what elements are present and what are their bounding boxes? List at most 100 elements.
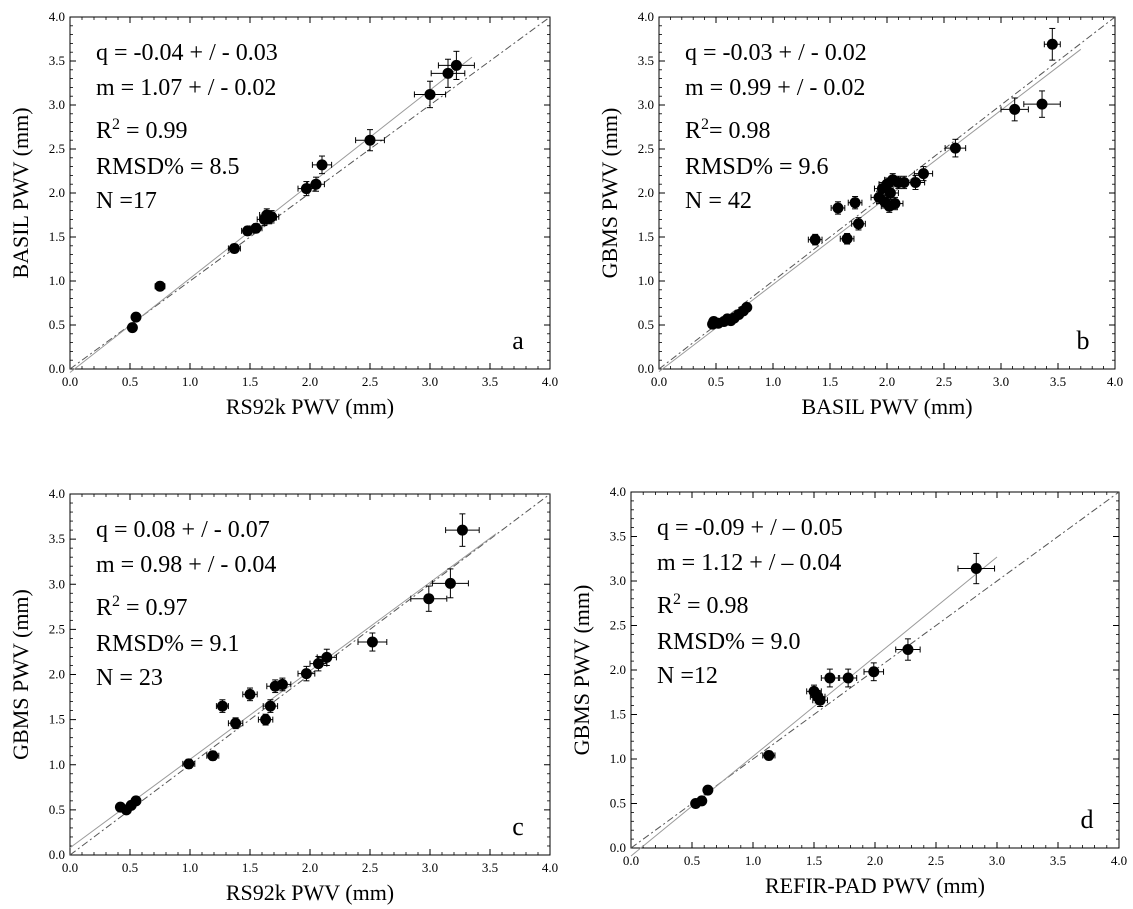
panel-d: 0.00.0 0.5 0.5 1.0 1.0 1.5 1.5 2.0 2.0 2.5 2.5 3.0 3… [569, 484, 1127, 898]
x-tick-label: 1.0 [745, 853, 761, 868]
data-point [702, 784, 714, 796]
stat-r2-superscript: 2 [673, 591, 681, 608]
data-marker [1009, 103, 1021, 115]
data-point [430, 58, 466, 88]
x-axis-label: REFIR-PAD PWV (mm) [765, 873, 985, 898]
y-tick-label: 0.5 [49, 317, 65, 332]
data-marker [450, 59, 462, 71]
data-point [154, 280, 166, 292]
y-tick-label: 0.0 [49, 361, 65, 376]
data-marker [216, 700, 228, 712]
x-tick-label: 2.5 [928, 853, 944, 868]
data-marker [183, 758, 195, 770]
stat-r2: R2 = 0.97 [96, 593, 188, 621]
y-tick-label: 2.5 [49, 621, 65, 636]
x-tick-label: 1.0 [765, 374, 781, 389]
x-tick-label: 0.5 [708, 374, 724, 389]
y-tick-label: 0.5 [638, 317, 654, 332]
y-tick-label: 3.5 [610, 529, 626, 544]
data-marker [1046, 38, 1058, 50]
y-tick-label: 3.0 [49, 97, 65, 112]
x-axis-label: RS92k PWV (mm) [226, 394, 394, 419]
y-tick-label: 2.0 [610, 662, 626, 677]
y-axis-label: GBMS PWV (mm) [597, 108, 622, 279]
data-point [297, 665, 316, 682]
x-tick-label: 4.0 [542, 860, 558, 875]
stat-rmsd: RMSD% = 9.6 [685, 154, 829, 180]
x-tick-label: 1.5 [822, 374, 838, 389]
data-point [445, 513, 480, 547]
y-axis-label: GBMS PWV (mm) [8, 589, 33, 760]
data-point [820, 668, 839, 688]
y-tick-label: 4.0 [49, 486, 65, 501]
data-point [913, 166, 934, 182]
data-point [182, 758, 196, 770]
data-point [944, 138, 967, 158]
data-marker [842, 672, 854, 684]
y-tick-label: 2.0 [49, 667, 65, 682]
data-marker [949, 142, 961, 154]
data-marker [228, 242, 240, 254]
data-marker [741, 301, 753, 313]
data-marker [264, 700, 276, 712]
data-marker [910, 176, 921, 188]
stat-n: N = 42 [685, 188, 752, 214]
data-point [812, 693, 828, 707]
data-point [437, 50, 475, 80]
data-marker [300, 668, 312, 680]
y-tick-label: 0.0 [638, 361, 654, 376]
data-marker [841, 233, 853, 245]
data-point [847, 196, 863, 210]
panel-letter: d [1081, 805, 1094, 834]
panel-a: 0.00.0 0.5 0.5 1.0 1.0 1.5 1.5 2.0 2.0 2.5 2.5 3.0 3… [8, 9, 558, 419]
x-tick-label: 1.0 [182, 860, 198, 875]
data-point [262, 699, 279, 713]
data-marker [889, 198, 901, 210]
data-point [905, 174, 926, 190]
stat-n: N =12 [657, 663, 718, 689]
panel-letter: b [1077, 326, 1090, 355]
stat-line: m = 0.99 + / - 0.02 [685, 75, 865, 101]
data-marker [126, 322, 138, 334]
x-tick-label: 1.5 [242, 374, 258, 389]
stat-line: q = -0.03 + / - 0.02 [685, 40, 867, 66]
data-marker [364, 134, 376, 146]
y-tick-label: 0.0 [610, 840, 626, 855]
y-tick-label: 1.5 [610, 707, 626, 722]
x-tick-label: 4.0 [1107, 374, 1123, 389]
data-marker [1036, 98, 1048, 110]
stat-r2-value: = 0.99 [120, 118, 188, 144]
data-marker [423, 593, 435, 605]
stat-line: m = 1.07 + / - 0.02 [96, 75, 276, 101]
data-point [311, 155, 333, 175]
data-point [130, 795, 142, 807]
data-point [297, 181, 316, 197]
y-tick-label: 1.0 [49, 273, 65, 288]
data-point [1000, 97, 1029, 122]
panel-b: 0.00.0 0.5 0.5 1.0 1.0 1.5 1.5 2.0 2.0 2.5 2.5 3.0 3… [597, 9, 1123, 419]
stat-r2: R2 = 0.99 [96, 116, 188, 144]
stat-r2: R2 = 0.98 [657, 591, 749, 619]
y-tick-label: 4.0 [638, 9, 654, 24]
data-point [895, 638, 921, 661]
data-marker [444, 577, 456, 589]
x-tick-label: 4.0 [1111, 853, 1127, 868]
data-point [851, 217, 866, 231]
x-tick-label: 2.0 [302, 374, 318, 389]
stat-rmsd: RMSD% = 9.1 [96, 631, 240, 657]
y-tick-label: 2.0 [49, 185, 65, 200]
stat-line: q = -0.04 + / - 0.03 [96, 40, 278, 66]
stat-line: q = -0.09 + / – 0.05 [657, 515, 843, 541]
data-marker [260, 714, 272, 726]
x-tick-label: 0.0 [62, 374, 78, 389]
y-tick-label: 1.0 [610, 751, 626, 766]
data-point [249, 222, 263, 234]
x-tick-label: 0.5 [122, 374, 138, 389]
data-marker [884, 187, 896, 199]
data-marker [824, 672, 836, 684]
stat-r: R [685, 118, 701, 144]
y-tick-label: 3.5 [49, 531, 65, 546]
data-marker [310, 178, 322, 190]
stat-r: R [96, 595, 112, 621]
